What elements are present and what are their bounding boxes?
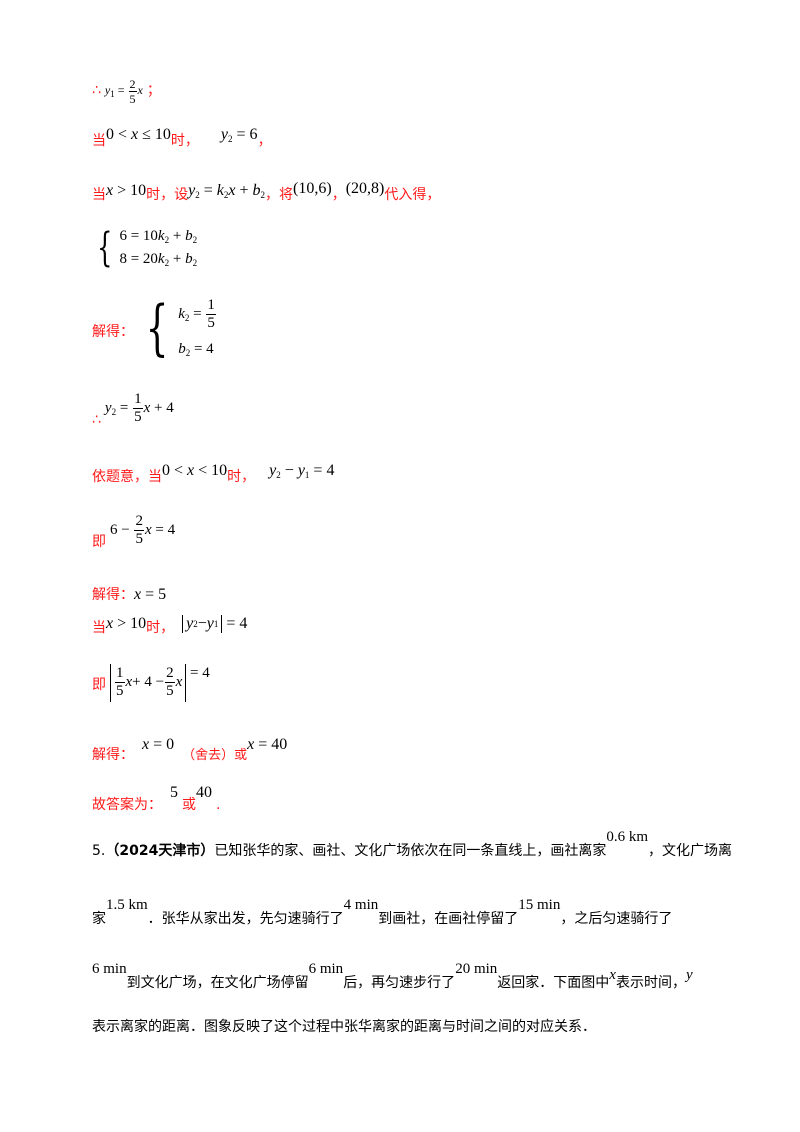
condition-0-x-10: 0 < x ≤ 10: [106, 126, 171, 143]
question-source: （2024天津市）: [105, 843, 215, 859]
distance-1-5km: 1.5 km: [106, 897, 148, 913]
therefore-symbol: ∴: [92, 82, 101, 99]
line-case-2-setup: 当x > 10时，设y2 = k2x + b2，将(10,6)，(20,8)代入…: [92, 180, 441, 203]
time-4min: 4 min: [343, 897, 379, 913]
line-case-1: 当0 < x ≤ 10时， y2 = 6，: [92, 126, 272, 149]
formula-diff-4: y2 − y1 = 4: [269, 462, 335, 480]
time-20min: 20 min: [455, 961, 498, 977]
distance-0-6km: 0.6 km: [606, 829, 648, 845]
question-line-3: 6 min到文化广场，在文化广场停留6 min后，再匀速步行了20 min返回家…: [92, 961, 693, 991]
time-6min-b: 6 min: [308, 961, 344, 977]
question-line-2: 家1.5 km．张华从家出发，先匀速骑行了4 min到画社，在画社停留了15 m…: [92, 897, 673, 927]
point-20-8: (20,8): [345, 180, 385, 197]
equation-system-1: { 6 = 10k2 + b2 8 = 20k2 + b2: [97, 225, 198, 271]
variable-y: y: [685, 967, 693, 983]
line-condition-1: 依题意，当0 < x < 10时， y2 − y1 = 4: [92, 462, 335, 485]
question-line-1: 5.（2024天津市）已知张华的家、画社、文化广场依次在同一条直线上，画社离家0…: [92, 829, 732, 859]
formula-y2-6: y2 = 6: [220, 126, 258, 144]
line-solve-2: 解得：x = 5: [92, 586, 167, 603]
answer-line: 故答案为：5 或40.: [92, 784, 221, 813]
question-line-4: 表示离家的距离．图象反映了这个过程中张华离家的距离与时间之间的对应关系．: [92, 1019, 596, 1035]
point-10-6: (10,6): [293, 180, 332, 197]
line-solve-3: 解得：x = 0 （舍去）或x = 40: [92, 736, 288, 763]
formula-linear: y2 = k2x + b2: [188, 182, 266, 200]
question-number: 5.: [92, 843, 106, 859]
time-15min: 15 min: [518, 897, 561, 913]
variable-x: x: [609, 967, 616, 983]
time-6min-a: 6 min: [92, 961, 127, 977]
